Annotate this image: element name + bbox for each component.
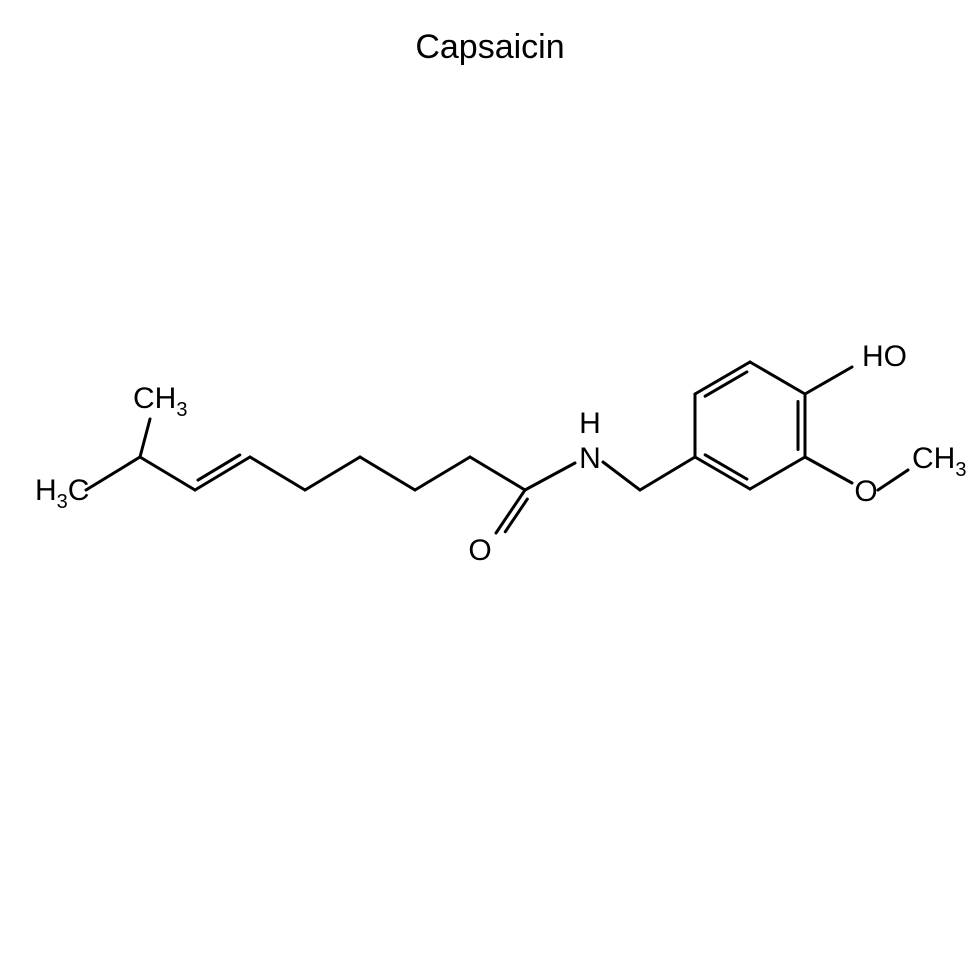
diagram-container: Capsaicin H3CCH3ONHHOOCH3 xyxy=(0,0,980,980)
svg-text:CH3: CH3 xyxy=(912,442,966,481)
svg-text:CH3: CH3 xyxy=(133,382,187,421)
svg-text:HO: HO xyxy=(862,340,907,373)
svg-text:H3C: H3C xyxy=(35,474,89,513)
molecule-svg: H3C CH3 O NH HO O CH3 xyxy=(0,0,980,980)
svg-text:O: O xyxy=(468,534,491,567)
svg-text:O: O xyxy=(854,475,877,508)
svg-text:N: N xyxy=(579,442,601,475)
svg-text:H: H xyxy=(579,407,601,440)
